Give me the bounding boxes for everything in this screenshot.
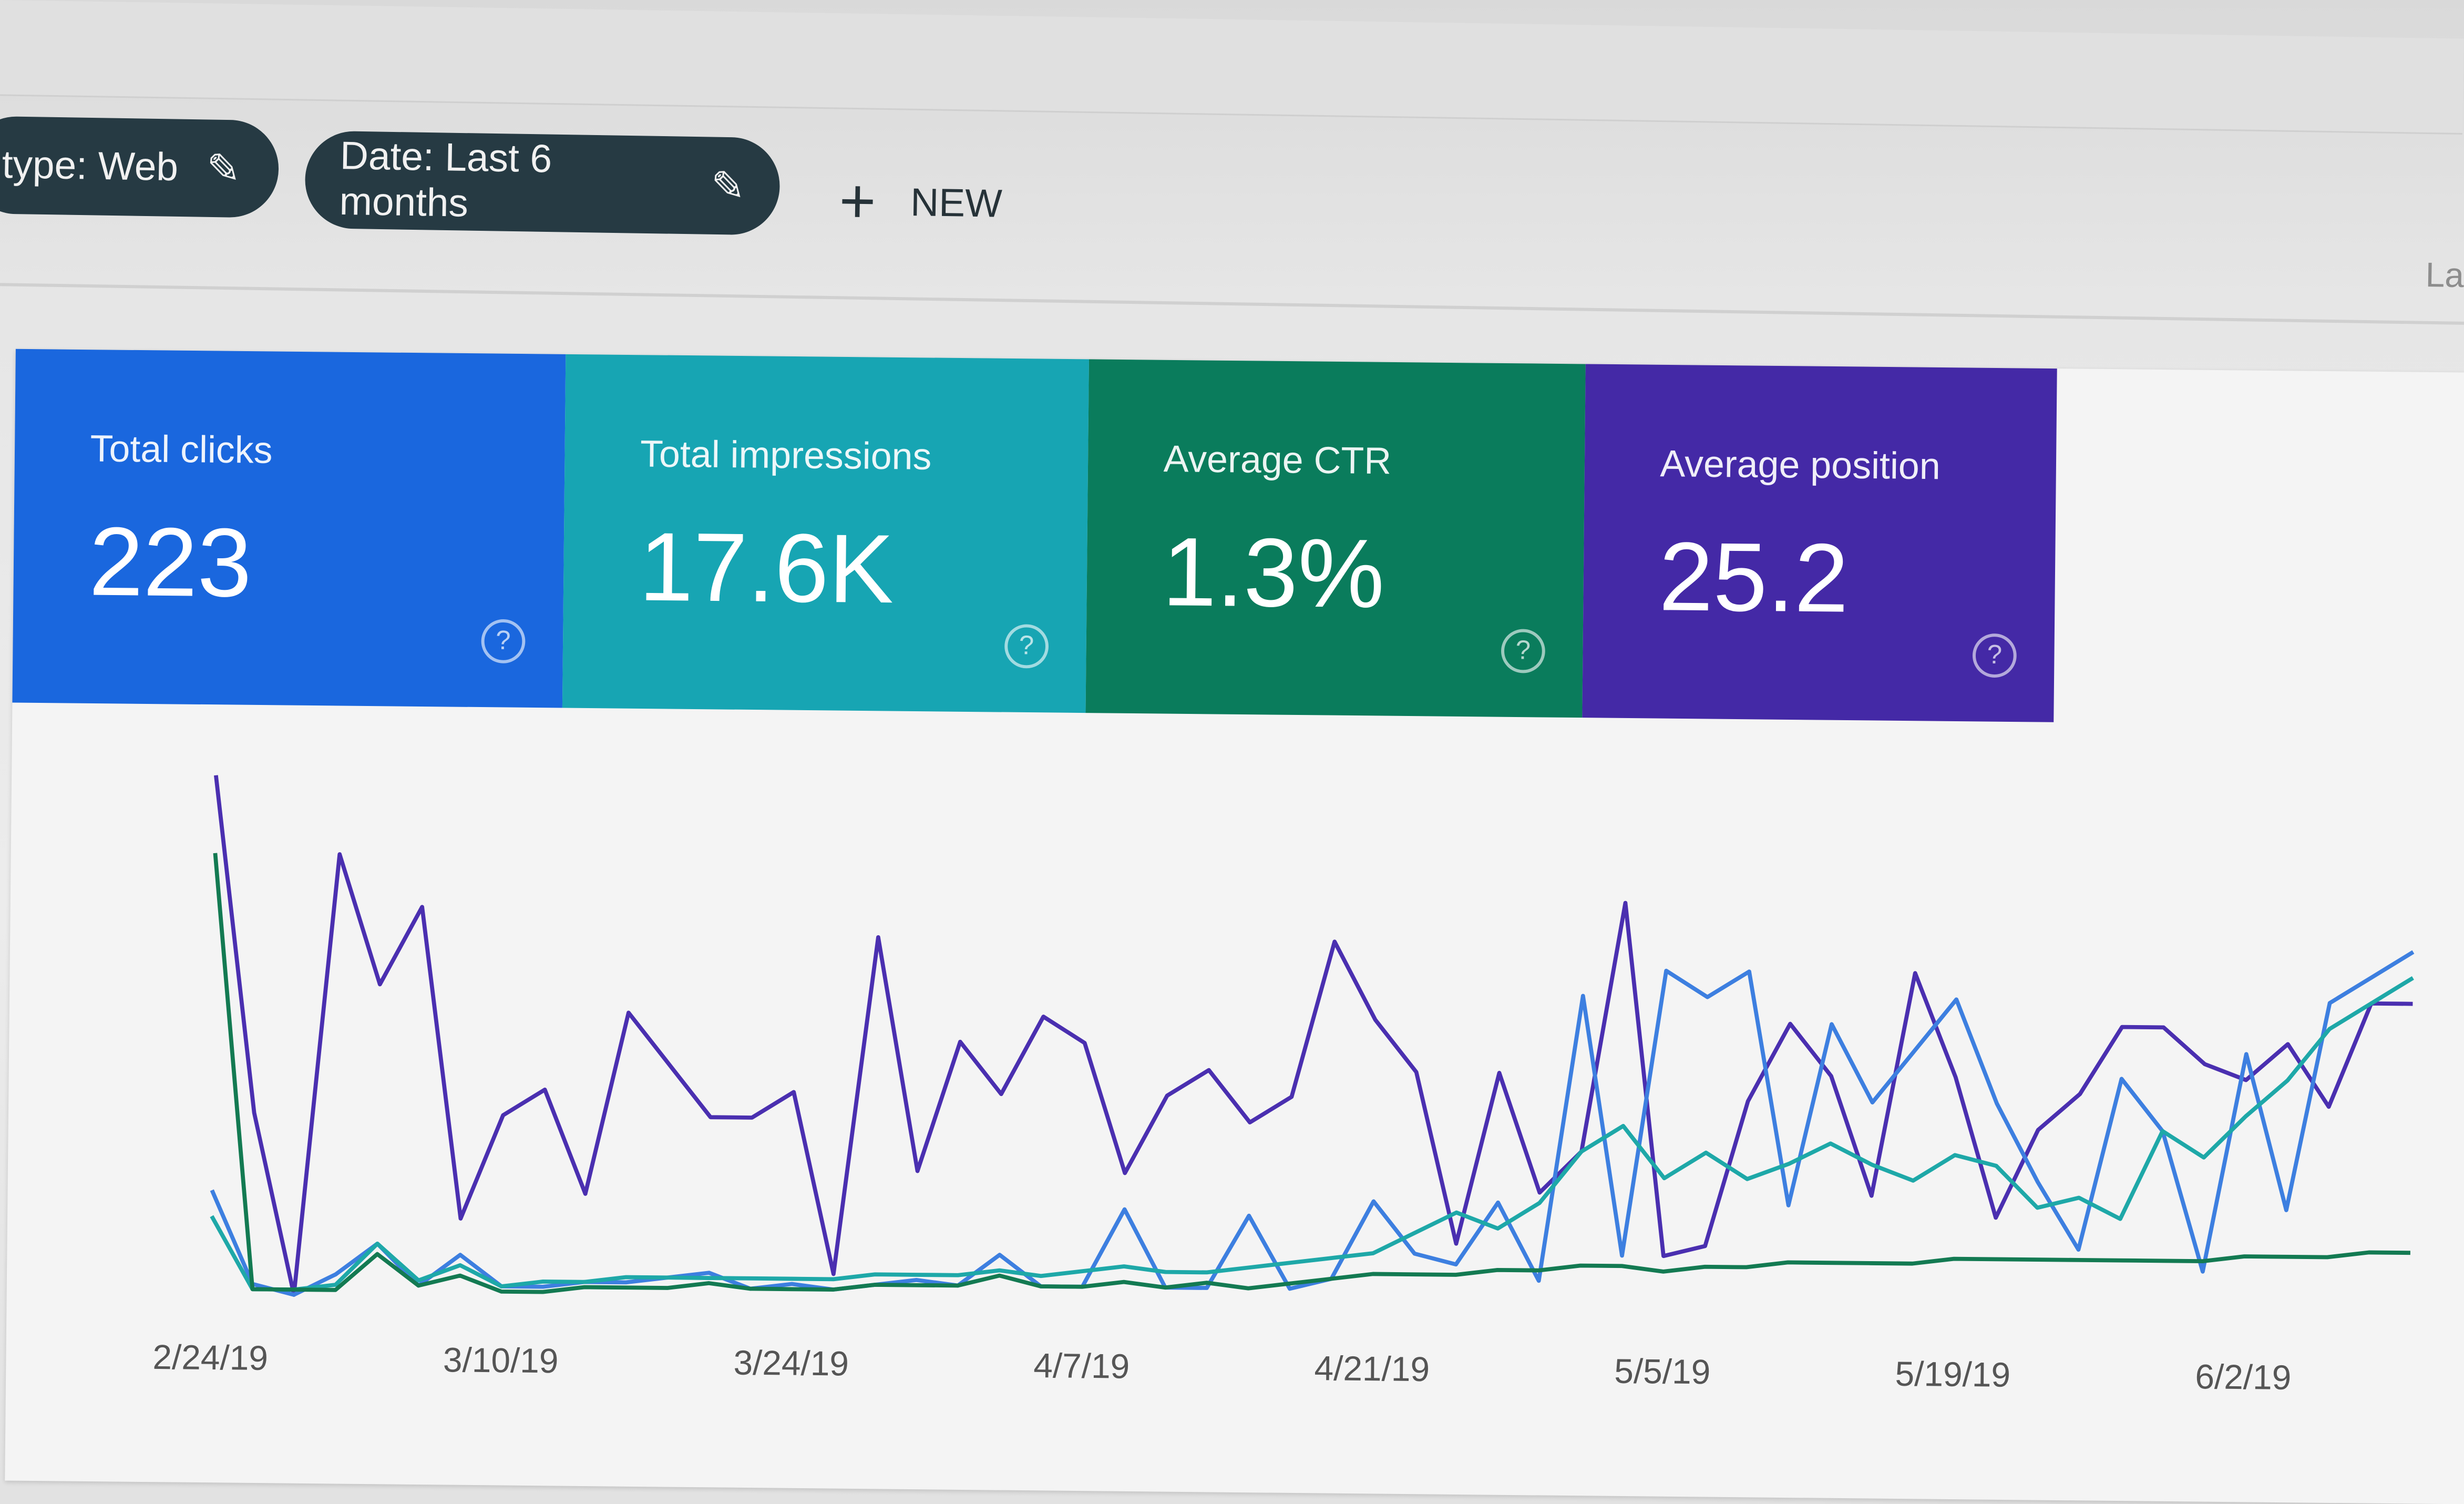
x-tick-label: 2/24/19 bbox=[152, 1337, 268, 1377]
x-tick-label: 5/19/19 bbox=[1895, 1354, 2010, 1394]
x-tick-label: 5/5/19 bbox=[1614, 1352, 1711, 1392]
filter-label: Date: Last 6 months bbox=[339, 134, 552, 226]
x-tick-label: 4/21/19 bbox=[1314, 1348, 1430, 1388]
performance-panel: Total clicks 223 ? Total impressions 17.… bbox=[5, 349, 2464, 1504]
filter-chip-type[interactable]: type: Web ✎ bbox=[0, 116, 280, 218]
pencil-icon[interactable]: ✎ bbox=[710, 161, 746, 209]
new-filter-button[interactable]: + NEW bbox=[838, 167, 1003, 237]
x-tick-label: 6/2/19 bbox=[2195, 1357, 2292, 1397]
series-line-total-impressions bbox=[210, 976, 2414, 1292]
pencil-icon[interactable]: ✎ bbox=[206, 144, 241, 192]
x-tick-label: 3/10/19 bbox=[443, 1340, 559, 1380]
x-tick-label: 4/7/19 bbox=[1033, 1346, 1130, 1386]
truncated-label: La bbox=[2425, 255, 2464, 295]
series-line-average-position bbox=[213, 775, 2413, 1297]
x-tick-label: 3/24/19 bbox=[733, 1343, 849, 1383]
new-label: NEW bbox=[910, 180, 1003, 226]
series-line-total-clicks bbox=[210, 950, 2415, 1297]
filter-chip-date[interactable]: Date: Last 6 months ✎ bbox=[304, 130, 781, 236]
plus-icon: + bbox=[838, 167, 877, 237]
series-line-average-ctr bbox=[213, 853, 2410, 1294]
filter-label: type: Web bbox=[2, 142, 179, 189]
performance-chart: 2/24/19 3/10/19 3/24/19 4/7/19 4/21/19 5/5/19… bbox=[152, 775, 2415, 1397]
filter-bar: type: Web ✎ Date: Last 6 months ✎ + NEW … bbox=[0, 94, 2464, 326]
